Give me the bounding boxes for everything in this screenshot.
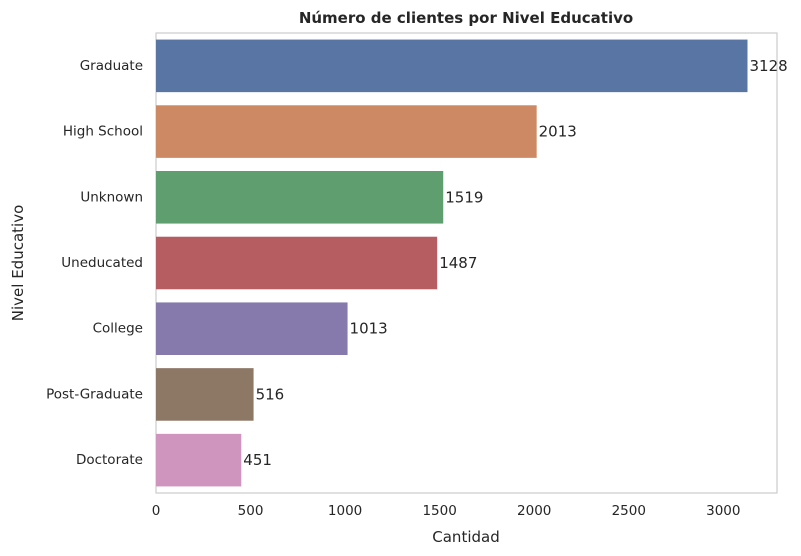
bar-post-graduate [156, 368, 254, 421]
bar-unknown [156, 171, 444, 224]
x-tick-label: 1000 [328, 503, 362, 519]
x-tick-label: 0 [152, 503, 161, 519]
data-label: 1487 [439, 254, 477, 272]
bar-doctorate [156, 433, 242, 487]
x-tick-label: 2000 [517, 503, 551, 519]
data-labels: 3128 2013 1519 1487 1013 516 451 [243, 57, 787, 469]
y-tick-label: Post-Graduate [46, 386, 143, 402]
y-tick-label: College [93, 321, 143, 337]
y-tick-label: Unknown [80, 189, 143, 205]
x-tick-label: 3000 [706, 503, 740, 519]
bar-uneducated [156, 236, 438, 290]
y-tick-label: Doctorate [76, 452, 143, 468]
y-tick-label: Uneducated [61, 255, 143, 271]
x-tick-label: 1500 [422, 503, 456, 519]
bar-high-school [156, 105, 537, 158]
bar-graduate [156, 39, 748, 93]
x-tick-label: 500 [238, 503, 264, 519]
x-tick-labels: 0 500 1000 1500 2000 2500 3000 [152, 503, 741, 519]
data-label: 3128 [750, 57, 788, 75]
y-tick-labels: Graduate High School Unknown Uneducated Coll… [46, 58, 143, 468]
y-tick-label: Graduate [80, 58, 143, 74]
data-label: 1013 [350, 320, 388, 338]
bar-college [156, 302, 348, 355]
data-label: 2013 [539, 123, 577, 141]
data-label: 451 [243, 451, 272, 469]
x-tick-label: 2500 [612, 503, 646, 519]
y-tick-label: High School [63, 124, 143, 140]
y-axis-label: Nivel Educativo [9, 205, 27, 321]
chart-title: Número de clientes por Nivel Educativo [299, 9, 633, 27]
data-label: 516 [256, 385, 285, 403]
x-axis-label: Cantidad [432, 528, 499, 546]
data-label: 1519 [445, 188, 483, 206]
bars-group [156, 39, 748, 487]
